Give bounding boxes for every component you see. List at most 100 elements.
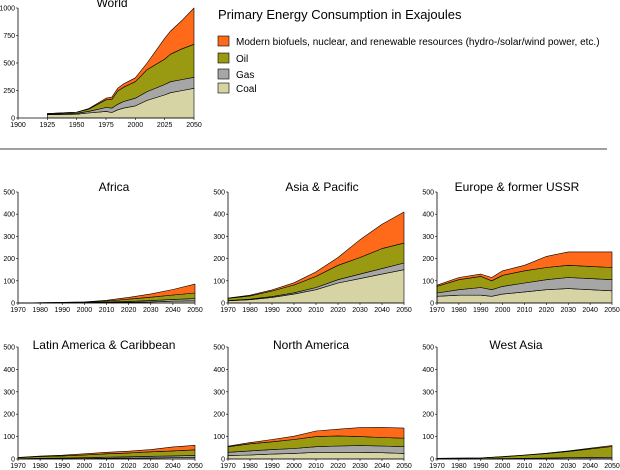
- x-tick-label-latin-america-and-caribbean: 1990: [54, 463, 70, 470]
- y-tick-label-north-america: 300: [213, 389, 225, 396]
- x-tick-label-north-america: 2050: [396, 463, 412, 470]
- panel-title-world: World: [96, 0, 127, 10]
- y-tick-label-asia-and-pacific: 300: [213, 234, 225, 241]
- y-tick-label-europe-and-former-ussr: 400: [422, 212, 434, 219]
- x-tick-label-europe-and-former-ussr: 1980: [451, 307, 467, 314]
- x-tick-label-north-america: 2000: [286, 463, 302, 470]
- x-tick-label-asia-and-pacific: 1970: [220, 307, 236, 314]
- y-tick-label-west-asia: 400: [422, 367, 434, 374]
- x-tick-label-africa: 2050: [187, 307, 203, 314]
- figure-title: Primary Energy Consumption in Exajoules: [218, 7, 462, 22]
- area-west-asia-oil: [436, 446, 613, 460]
- legend-swatch-gas: [217, 68, 230, 80]
- x-tick-label-europe-and-former-ussr: 2010: [517, 307, 533, 314]
- x-tick-label-africa: 1970: [10, 307, 26, 314]
- x-tick-label-latin-america-and-caribbean: 1980: [32, 463, 48, 470]
- area-north-america-renewables: [227, 427, 405, 447]
- y-tick-label-asia-and-pacific: 500: [213, 190, 225, 197]
- area-asia-and-pacific-renewables: [227, 211, 405, 299]
- x-tick-label-north-america: 2030: [352, 463, 368, 470]
- x-tick-label-world: 2050: [186, 122, 202, 129]
- y-tick-label-europe-and-former-ussr: 300: [422, 234, 434, 241]
- y-tick-label-latin-america-and-caribbean: 300: [3, 389, 15, 396]
- y-tick-label-north-america: 500: [213, 345, 225, 352]
- legend-label-coal: Coal: [236, 84, 257, 95]
- x-tick-label-latin-america-and-caribbean: 2000: [77, 463, 93, 470]
- x-tick-label-asia-and-pacific: 1980: [242, 307, 258, 314]
- x-tick-label-asia-and-pacific: 2050: [396, 307, 412, 314]
- panel-asia-and-pacific: Asia & Pacific 0 100 200 300 400 500 1970 1980 19…: [213, 180, 412, 314]
- area-west-asia-renewables: [436, 445, 613, 459]
- panel-west-asia: West Asia 0 100 200 300 400 500 1970 1980 1990 200…: [422, 338, 620, 470]
- x-tick-label-world: 1900: [10, 122, 26, 129]
- y-tick-label-west-asia: 100: [422, 434, 434, 441]
- y-tick-label-world: 0: [11, 116, 15, 123]
- x-tick-label-west-asia: 1980: [451, 463, 467, 470]
- x-tick-label-asia-and-pacific: 2010: [308, 307, 324, 314]
- x-tick-label-africa: 2040: [165, 307, 181, 314]
- x-tick-label-africa: 1990: [54, 307, 70, 314]
- y-tick-label-world: 500: [3, 61, 15, 68]
- y-tick-label-north-america: 400: [213, 367, 225, 374]
- y-tick-label-asia-and-pacific: 400: [213, 212, 225, 219]
- x-tick-label-north-america: 2020: [330, 463, 346, 470]
- y-tick-label-latin-america-and-caribbean: 400: [3, 367, 15, 374]
- legend-swatch-oil: [217, 52, 230, 64]
- x-tick-label-world: 2000: [128, 122, 144, 129]
- x-tick-label-europe-and-former-ussr: 2000: [495, 307, 511, 314]
- y-tick-label-africa: 400: [3, 212, 15, 219]
- y-tick-label-asia-and-pacific: 0: [221, 301, 225, 308]
- x-tick-label-north-america: 2040: [374, 463, 390, 470]
- x-tick-label-europe-and-former-ussr: 1990: [473, 307, 489, 314]
- x-tick-label-north-america: 2010: [308, 463, 324, 470]
- x-tick-label-africa: 2000: [77, 307, 93, 314]
- panel-latin-america-and-caribbean: Latin America & Caribbean 0 100 200 300 400 50…: [3, 338, 203, 470]
- x-tick-label-latin-america-and-caribbean: 2010: [99, 463, 115, 470]
- y-tick-label-west-asia: 300: [422, 389, 434, 396]
- legend-label-oil: Oil: [236, 54, 248, 65]
- panel-world: World 0 250 500 750 1000 1900 1925 1950 1975 2000 2…: [0, 0, 202, 129]
- x-tick-label-west-asia: 2020: [539, 463, 555, 470]
- legend: Modern biofuels, nuclear, and renewable …: [217, 35, 600, 95]
- area-europe-and-former-ussr-renewables: [436, 251, 613, 287]
- x-tick-label-asia-and-pacific: 2030: [352, 307, 368, 314]
- y-tick-label-africa: 300: [3, 234, 15, 241]
- x-tick-label-europe-and-former-ussr: 1970: [429, 307, 445, 314]
- y-tick-label-latin-america-and-caribbean: 200: [3, 412, 15, 419]
- legend-label-gas: Gas: [236, 70, 254, 81]
- y-tick-label-europe-and-former-ussr: 200: [422, 256, 434, 263]
- panel-title-europe-and-former-ussr: Europe & former USSR: [455, 180, 580, 194]
- y-tick-label-world: 750: [3, 33, 15, 40]
- x-tick-label-west-asia: 1990: [473, 463, 489, 470]
- y-tick-label-europe-and-former-ussr: 100: [422, 278, 434, 285]
- x-tick-label-europe-and-former-ussr: 2040: [582, 307, 598, 314]
- x-tick-label-asia-and-pacific: 2040: [374, 307, 390, 314]
- y-tick-label-africa: 200: [3, 256, 15, 263]
- x-tick-label-latin-america-and-caribbean: 2020: [121, 463, 137, 470]
- x-tick-label-asia-and-pacific: 2020: [330, 307, 346, 314]
- x-tick-label-world: 1950: [69, 122, 85, 129]
- x-tick-label-africa: 1980: [32, 307, 48, 314]
- y-tick-label-north-america: 100: [213, 434, 225, 441]
- x-tick-label-asia-and-pacific: 2000: [286, 307, 302, 314]
- legend-label-renewables: Modern biofuels, nuclear, and renewable …: [236, 37, 600, 48]
- y-tick-label-west-asia: 500: [422, 345, 434, 352]
- x-tick-label-west-asia: 2030: [560, 463, 576, 470]
- x-tick-label-latin-america-and-caribbean: 2040: [165, 463, 181, 470]
- panel-title-latin-america-and-caribbean: Latin America & Caribbean: [33, 338, 176, 352]
- x-tick-label-africa: 2020: [121, 307, 137, 314]
- y-tick-label-north-america: 200: [213, 412, 225, 419]
- x-tick-label-latin-america-and-caribbean: 1970: [10, 463, 26, 470]
- panel-africa: Africa 0 100 200 300 400 500 1970 1980 1990 2000 20…: [3, 180, 203, 314]
- x-tick-label-europe-and-former-ussr: 2020: [539, 307, 555, 314]
- y-tick-label-world: 250: [3, 88, 15, 95]
- x-tick-label-asia-and-pacific: 1990: [264, 307, 280, 314]
- x-tick-label-world: 1925: [40, 122, 56, 129]
- panel-title-north-america: North America: [273, 338, 349, 352]
- legend-swatch-coal: [217, 82, 230, 94]
- x-tick-label-north-america: 1990: [264, 463, 280, 470]
- x-tick-label-west-asia: 2010: [517, 463, 533, 470]
- x-tick-label-west-asia: 2040: [582, 463, 598, 470]
